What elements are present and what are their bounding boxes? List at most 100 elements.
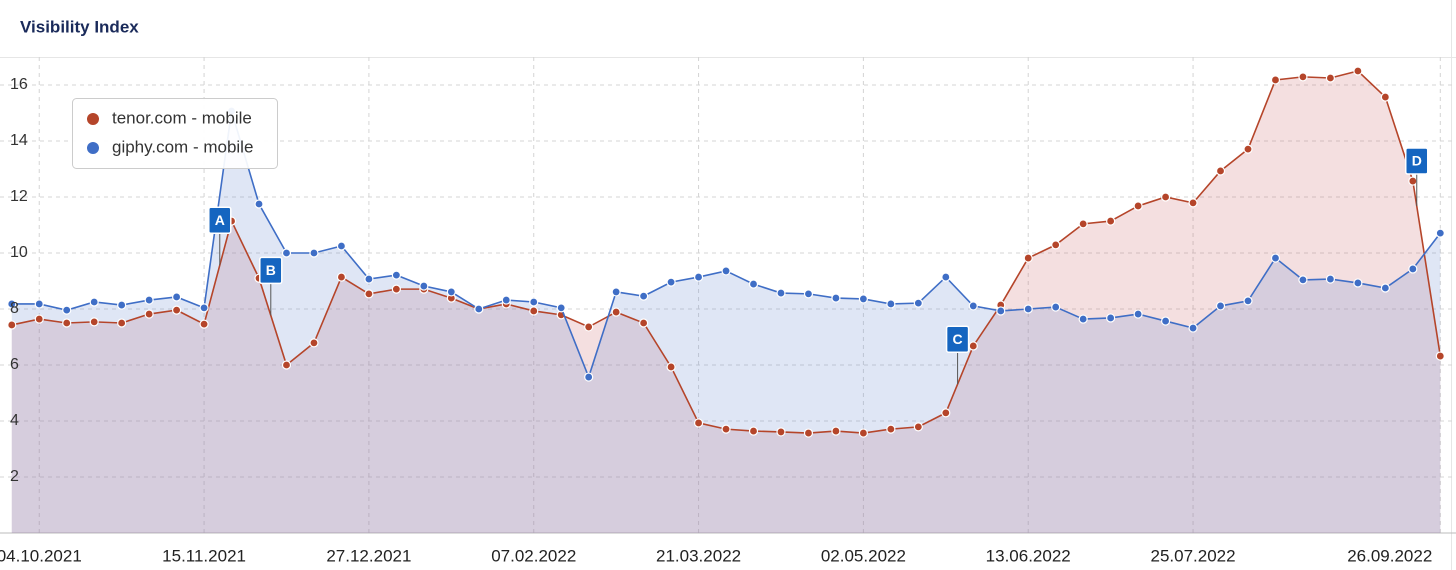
- point: [446, 287, 456, 297]
- annotation-label: A: [215, 212, 225, 228]
- annotation: A: [208, 206, 232, 266]
- point: [336, 241, 347, 251]
- point: [913, 298, 923, 308]
- point: [1188, 198, 1198, 208]
- point: [364, 289, 374, 299]
- y-tick-label: 12: [10, 188, 28, 205]
- y-tick-label: 16: [10, 76, 28, 93]
- point: [693, 272, 704, 282]
- point: [364, 274, 374, 284]
- point: [721, 266, 731, 276]
- point: [1435, 228, 1445, 238]
- point: [7, 320, 17, 330]
- point: [666, 277, 676, 287]
- point: [199, 303, 209, 313]
- annotation: C: [945, 325, 970, 385]
- annotation-flag: [1405, 147, 1429, 175]
- point: [584, 322, 594, 332]
- point: [529, 297, 539, 307]
- legend-box: [72, 98, 278, 169]
- y-tick-label: 2: [10, 468, 19, 485]
- x-tick-label: 07.02.2022: [491, 546, 576, 565]
- annotation-label: C: [953, 331, 963, 347]
- annotation-label: B: [266, 262, 276, 278]
- point: [941, 408, 951, 418]
- point: [254, 199, 264, 209]
- point: [968, 301, 978, 311]
- legend-marker: [87, 113, 99, 125]
- point: [831, 426, 841, 436]
- point: [336, 272, 347, 282]
- point: [172, 305, 182, 315]
- point: [913, 422, 923, 432]
- point: [858, 428, 868, 438]
- point: [1243, 296, 1253, 306]
- annotation-label: D: [1412, 153, 1422, 169]
- point: [7, 299, 17, 309]
- point: [1270, 75, 1281, 85]
- point: [968, 341, 978, 351]
- point: [693, 418, 704, 428]
- y-tick-label: 4: [10, 412, 19, 429]
- point: [858, 294, 868, 304]
- point: [1380, 92, 1390, 102]
- point: [1023, 304, 1033, 314]
- x-tick-label: 13.06.2022: [986, 546, 1071, 565]
- x-tick-label: 25.07.2022: [1151, 546, 1236, 565]
- x-tick-label: 02.05.2022: [821, 546, 906, 565]
- x-tick-label: 27.12.2021: [326, 546, 411, 565]
- point: [199, 319, 209, 329]
- x-tick-label: 15.11.2021: [162, 546, 246, 565]
- point: [886, 424, 896, 434]
- point: [1408, 264, 1418, 274]
- point: [309, 248, 319, 258]
- point: [831, 293, 841, 303]
- point: [1435, 351, 1445, 361]
- point: [144, 309, 154, 319]
- point: [62, 318, 72, 328]
- point: [1325, 274, 1336, 284]
- point: [34, 299, 44, 309]
- point: [1215, 301, 1226, 311]
- point: [144, 295, 154, 305]
- legend-label: giphy.com - mobile: [112, 137, 253, 156]
- point: [639, 291, 649, 301]
- point: [391, 284, 401, 294]
- point: [1380, 283, 1390, 293]
- point: [1270, 253, 1281, 263]
- point: [34, 314, 44, 324]
- point: [1078, 314, 1088, 324]
- point: [1106, 313, 1116, 323]
- y-tick-label: 6: [10, 356, 19, 373]
- point: [1353, 66, 1363, 76]
- point: [1353, 278, 1363, 288]
- point: [309, 338, 319, 348]
- point: [1298, 72, 1308, 82]
- legend: tenor.com - mobile giphy.com - mobile: [72, 98, 278, 169]
- area: [11, 71, 1441, 533]
- point: [89, 297, 99, 307]
- area: [11, 111, 1441, 533]
- point: [501, 295, 511, 305]
- point: [391, 270, 401, 280]
- point: [117, 318, 127, 328]
- legend-label: tenor.com - mobile: [112, 108, 252, 127]
- point: [584, 372, 594, 382]
- point: [1023, 253, 1033, 263]
- point: [611, 287, 621, 297]
- point: [172, 292, 182, 302]
- x-tick-label: 26.09.2022: [1347, 546, 1432, 565]
- x-tick-label: 04.10.2021: [0, 546, 82, 565]
- annotation: B: [259, 256, 283, 316]
- point: [666, 362, 676, 372]
- point: [639, 318, 649, 328]
- annotation-flag: [945, 325, 970, 353]
- point: [803, 289, 814, 299]
- point: [281, 248, 292, 258]
- annotation-flag: [208, 206, 232, 234]
- y-tick-label: 14: [10, 132, 28, 149]
- point: [1160, 316, 1171, 326]
- point: [1133, 309, 1143, 319]
